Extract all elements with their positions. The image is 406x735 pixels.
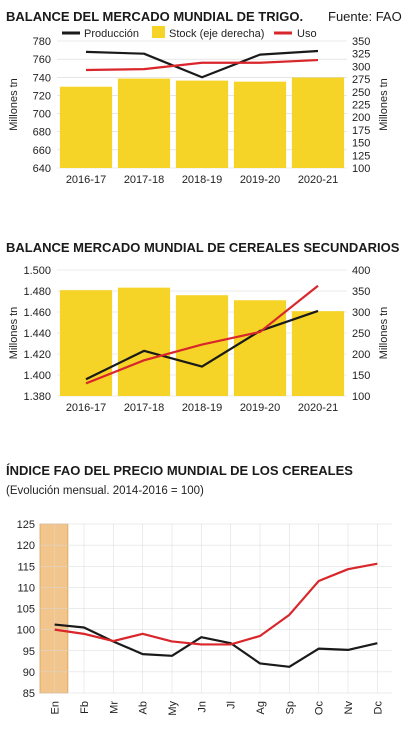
chart3-ytick: 120 xyxy=(17,540,35,552)
chart3-xtick: Jn xyxy=(196,701,208,713)
chart1-plot: 6406606807007207407607801001251501752002… xyxy=(8,26,390,186)
chart1-legend-stock: Stock (eje derecha) xyxy=(169,28,264,40)
chart1-ytick-left: 660 xyxy=(33,145,51,157)
chart1-xtick: 2016-17 xyxy=(66,174,106,186)
chart3-subtitle: (Evolución mensual. 2014-2016 = 100) xyxy=(6,485,204,497)
chart1-xtick: 2019-20 xyxy=(240,174,280,186)
chart1-ytick-right: 275 xyxy=(352,74,370,86)
chart1-ytick-left: 680 xyxy=(33,127,51,139)
chart2-ytick-right: 200 xyxy=(352,349,370,361)
chart1-ytick-right: 225 xyxy=(352,100,370,112)
chart1-bar-2016-17 xyxy=(59,86,113,168)
chart1-ytick-right: 325 xyxy=(352,49,370,61)
chart1-ytick-right: 300 xyxy=(352,61,370,73)
chart2-ytick-left: 1.500 xyxy=(23,265,51,277)
chart3-ytick: 115 xyxy=(17,561,35,573)
chart2-line-producción xyxy=(85,309,319,381)
chart2-ytick-right: 350 xyxy=(352,286,370,298)
chart3-ytick: 90 xyxy=(23,667,35,679)
chart2-ytick-left: 1.480 xyxy=(23,286,51,298)
chart3-ytick: 105 xyxy=(17,604,35,616)
chart1-ylabel-left: Millones tn xyxy=(8,78,20,131)
chart2-title: BALANCE MERCADO MUNDIAL DE CEREALES SECU… xyxy=(6,240,400,255)
chart3-plot: 85 90 95 100 105 110 115 120 125 En Fb Mr Ab My Jn Jl Ag… xyxy=(17,519,392,716)
chart1-ytick-right: 350 xyxy=(352,36,370,48)
chart3-xtick: Mr xyxy=(108,701,120,714)
chart2-xtick: 2018-19 xyxy=(182,402,222,414)
chart2-plot: 1.380 1.400 1.420 1.440 1.460 1.480 1.500 100 15… xyxy=(8,265,390,414)
chart3-ytick: 85 xyxy=(23,688,35,700)
chart2-ylabel-left: Millones tn xyxy=(8,307,20,360)
chart1-source: Fuente: FAO xyxy=(328,9,402,24)
chart2-ytick-right: 400 xyxy=(352,265,370,277)
chart1-legend-production: Producción xyxy=(84,28,139,40)
chart1-ytick-left: 640 xyxy=(33,163,51,175)
chart3-ytick: 100 xyxy=(17,625,35,637)
chart1-bar-2020-21 xyxy=(291,77,345,168)
chart2-ytick-right: 100 xyxy=(352,391,370,403)
chart1-ytick-right: 150 xyxy=(352,138,370,150)
chart3-xtick: Sp xyxy=(284,701,296,714)
chart3-xtick: Dc xyxy=(372,701,384,715)
chart1-xtick: 2018-19 xyxy=(182,174,222,186)
chart1-legend-uso: Uso xyxy=(297,28,317,40)
chart2-xtick: 2019-20 xyxy=(240,402,280,414)
chart1-ylabel-right: Millones tn xyxy=(378,78,390,131)
chart2-ytick-right: 300 xyxy=(352,307,370,319)
chart2-ytick-left: 1.440 xyxy=(23,328,51,340)
chart1-title: BALANCE DEL MERCADO MUNDIAL DE TRIGO. xyxy=(6,9,303,24)
chart1-xtick: 2020-21 xyxy=(298,174,338,186)
chart3-title: ÍNDICE FAO DEL PRECIO MUNDIAL DE LOS CER… xyxy=(6,463,353,478)
chart2-bar-2020-21 xyxy=(291,311,345,396)
chart1-ytick-right: 175 xyxy=(352,125,370,137)
chart1-ytick-left: 760 xyxy=(33,54,51,66)
chart1-line-uso xyxy=(85,58,319,72)
chart1-ytick-left: 700 xyxy=(33,109,51,121)
chart3-ytick: 95 xyxy=(23,646,35,658)
chart1-bar-2019-20 xyxy=(233,81,287,168)
chart3-xtick: Ab xyxy=(138,701,150,714)
chart2-ytick-right: 250 xyxy=(352,328,370,340)
chart3-xtick: Fb xyxy=(79,701,91,714)
chart1-ytick-left: 740 xyxy=(33,72,51,84)
chart3-ytick: 125 xyxy=(17,519,35,531)
chart1-line-producción xyxy=(85,49,319,79)
chart1-bar-2017-18 xyxy=(117,78,171,168)
chart2-ytick-left: 1.460 xyxy=(23,307,51,319)
chart1-xtick: 2017-18 xyxy=(124,174,164,186)
chart2-line-uso xyxy=(85,284,319,385)
chart3-xtick: Nv xyxy=(343,701,355,715)
chart2-bar-2017-18 xyxy=(117,287,171,396)
chart2-ytick-left: 1.400 xyxy=(23,370,51,382)
chart2-ytick-left: 1.420 xyxy=(23,349,51,361)
chart3-line-red xyxy=(54,562,378,646)
chart2-ytick-right: 150 xyxy=(352,370,370,382)
chart2-xtick: 2017-18 xyxy=(124,402,164,414)
chart3-line-black xyxy=(54,623,378,668)
chart1-ytick-right: 100 xyxy=(352,163,370,175)
chart1-ytick-right: 125 xyxy=(352,150,370,162)
chart2-xtick: 2016-17 xyxy=(66,402,106,414)
chart3-xtick: Ag xyxy=(255,701,267,714)
chart2-bar-2016-17 xyxy=(59,290,113,396)
chart3-xtick: My xyxy=(167,701,179,716)
chart2-ylabel-right: Millones tn xyxy=(378,307,390,360)
chart1-ytick-right: 250 xyxy=(352,87,370,99)
chart3-xtick: Oc xyxy=(314,701,326,716)
chart1-ytick-left: 720 xyxy=(33,90,51,102)
chart3-xtick: En xyxy=(50,701,62,714)
chart3-xtick: Jl xyxy=(226,701,238,709)
chart1-bar-2018-19 xyxy=(175,80,229,168)
chart1-ytick-left: 780 xyxy=(33,36,51,48)
chart3-ytick: 110 xyxy=(17,582,35,594)
chart1-ytick-right: 200 xyxy=(352,112,370,124)
chart2-xtick: 2020-21 xyxy=(298,402,338,414)
chart2-ytick-left: 1.380 xyxy=(23,391,51,403)
chart2-bar-2019-20 xyxy=(233,300,287,396)
chart1-legend-swatch-stock xyxy=(152,26,165,38)
